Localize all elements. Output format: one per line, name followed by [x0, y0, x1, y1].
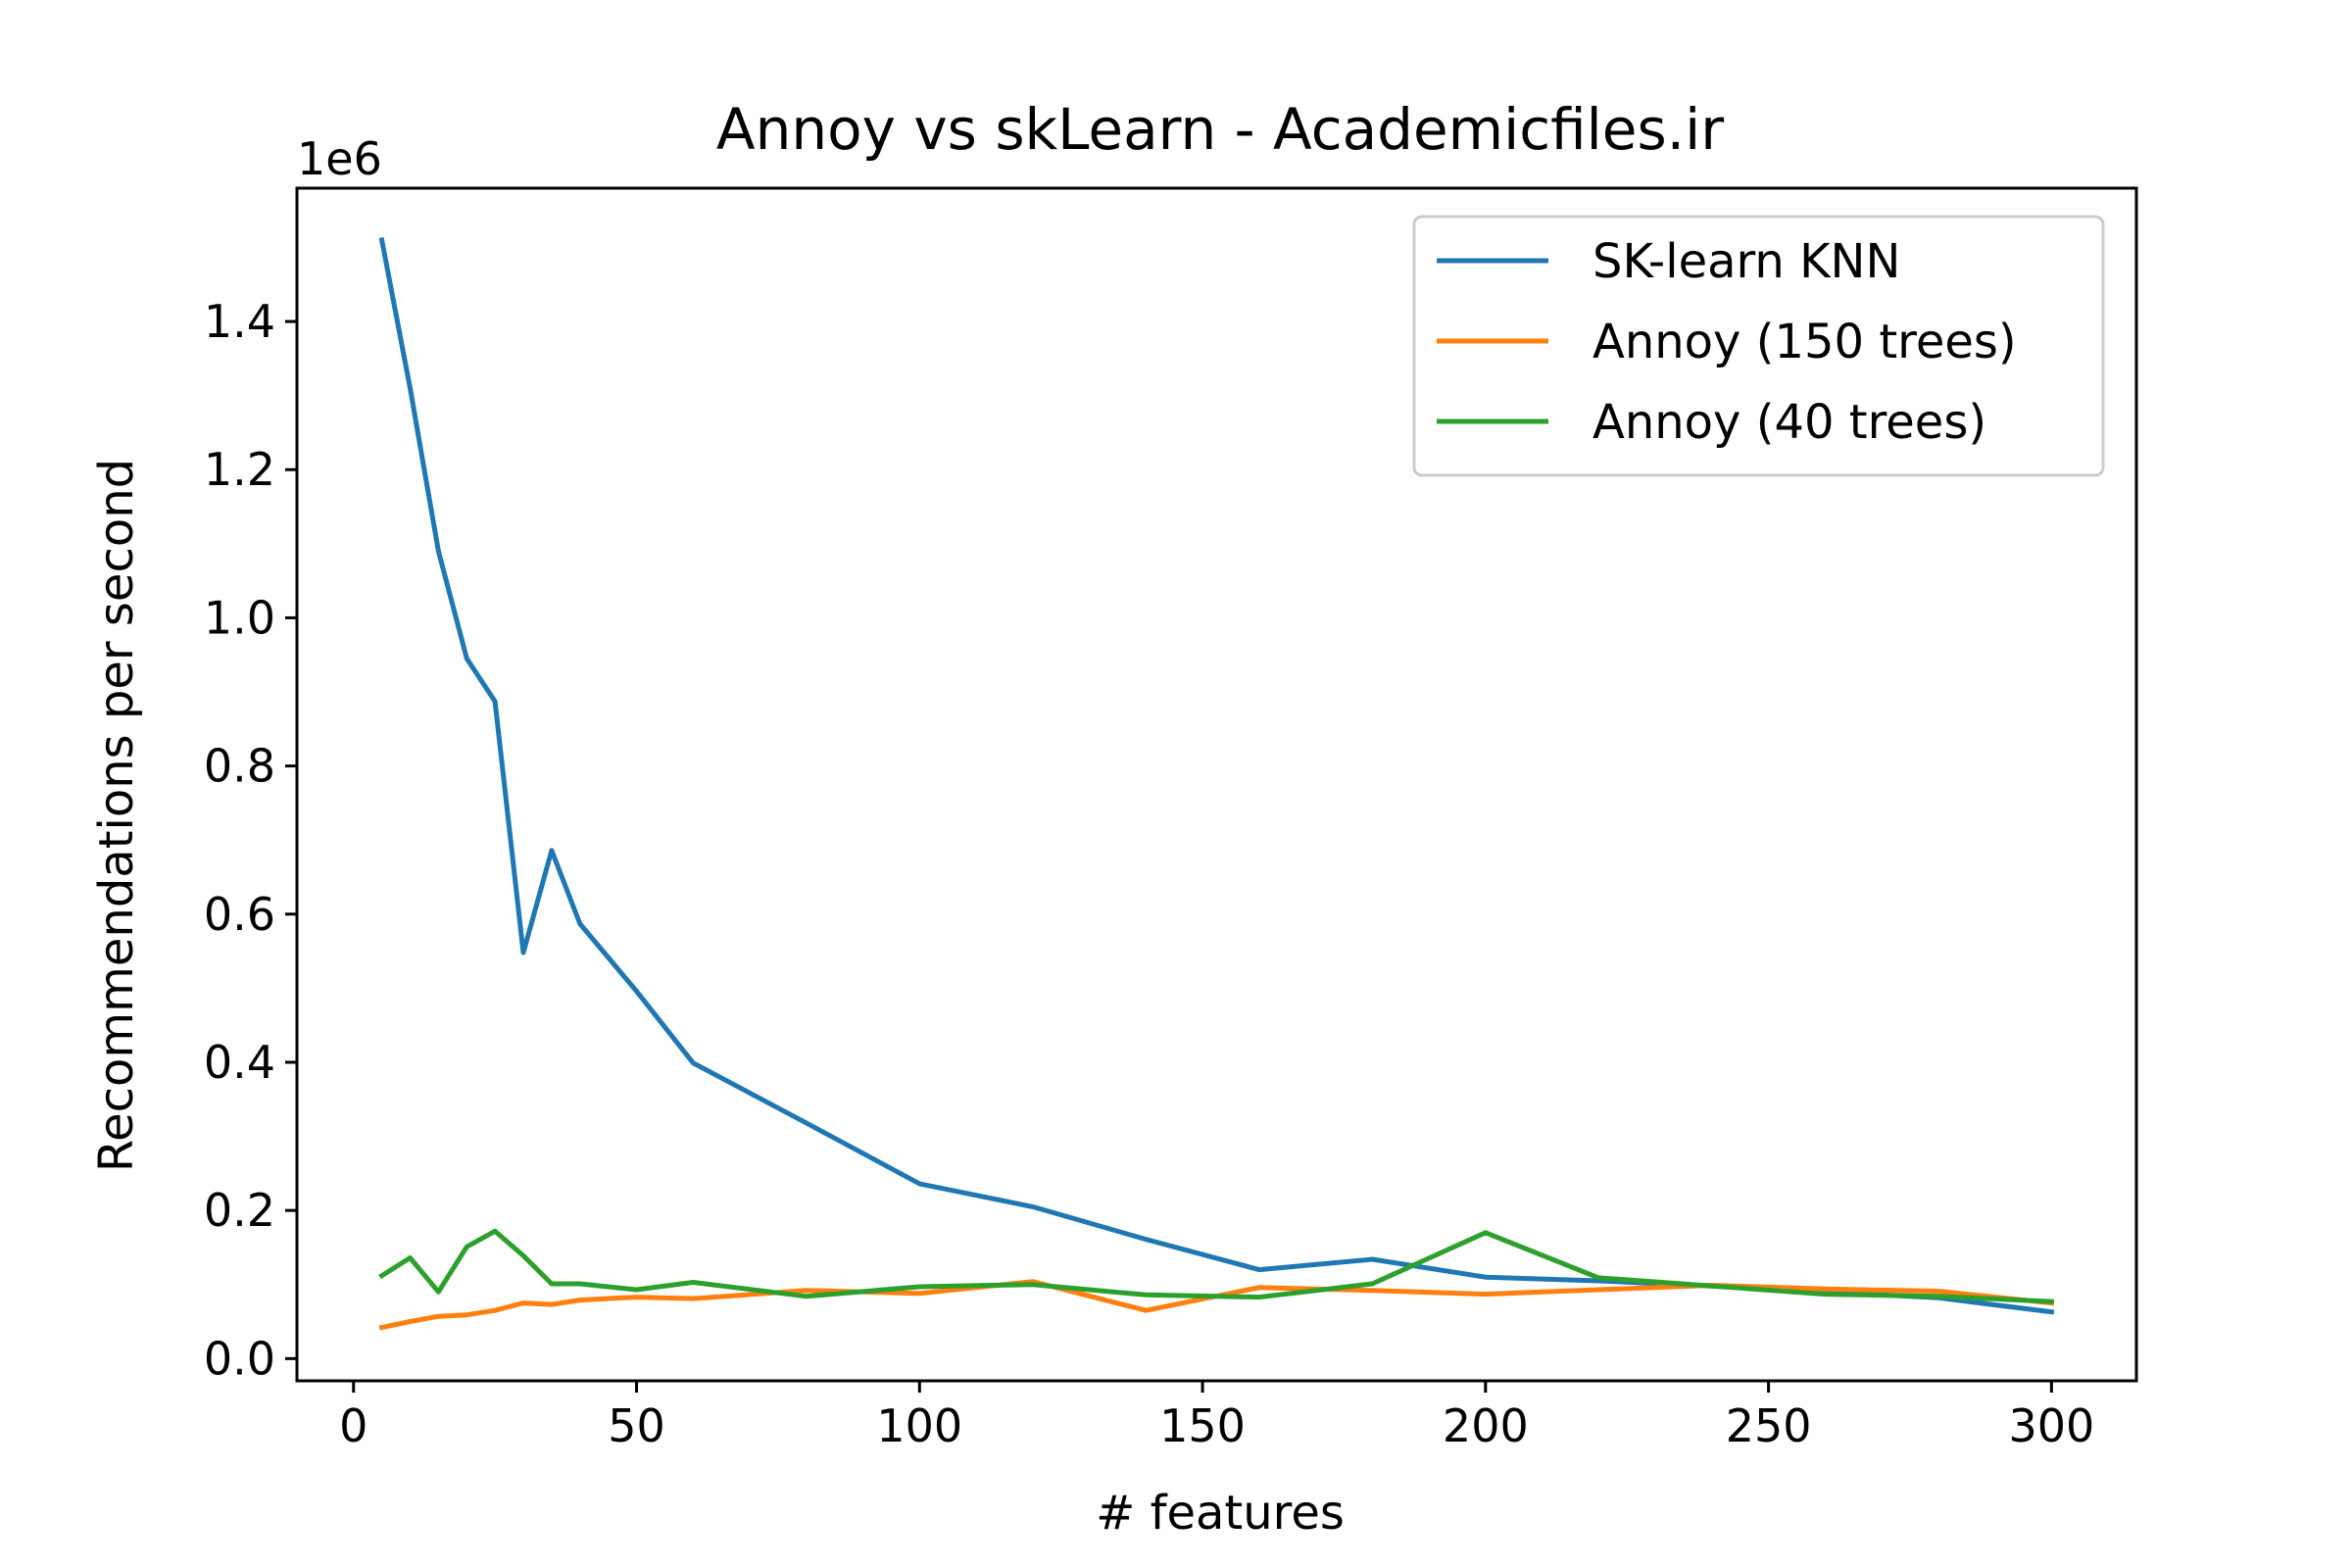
x-tick-label: 50: [608, 1399, 665, 1452]
series-lines: [378, 236, 2055, 1331]
chart-title: Annoy vs skLearn - Academicfiles.ir: [716, 96, 1724, 163]
x-axis-label: # features: [1096, 1486, 1345, 1541]
x-tick-label: 150: [1159, 1399, 1246, 1452]
x-tick-label: 300: [2008, 1399, 2094, 1452]
y-offset-label: 1e6: [297, 132, 382, 185]
axis-ticks: 0 50 100 150 200 250 300 0.0 0.2 0.4 0.6 0.8 1.0 1.2 1…: [204, 295, 2094, 1452]
legend-label-1: SK-learn KNN: [1592, 234, 1900, 289]
x-tick-label: 0: [339, 1399, 368, 1452]
plot-frame: [295, 186, 2138, 1383]
y-tick-label: 1.2: [204, 443, 275, 496]
legend-box: [1412, 215, 2105, 477]
y-tick-label: 0.4: [204, 1036, 275, 1089]
x-tick-label: 100: [876, 1399, 962, 1452]
y-tick-label: 1.0: [204, 591, 275, 644]
y-tick-label: 0.0: [204, 1332, 275, 1385]
legend-label-2: Annoy (150 trees): [1592, 315, 2017, 369]
y-axis-label: Recommendations per second: [89, 459, 144, 1172]
legend-label-3: Annoy (40 trees): [1592, 395, 1986, 450]
series-line-3: [378, 1228, 2055, 1304]
y-tick-label: 0.2: [204, 1184, 275, 1237]
legend: SK-learn KNN Annoy (150 trees) Annoy (40 t…: [1412, 215, 2105, 477]
y-tick-label: 0.8: [204, 740, 275, 793]
x-tick-label: 200: [1443, 1399, 1529, 1452]
y-tick-label: 0.6: [204, 888, 275, 941]
x-tick-label: 250: [1726, 1399, 1812, 1452]
y-tick-label: 1.4: [204, 295, 275, 348]
